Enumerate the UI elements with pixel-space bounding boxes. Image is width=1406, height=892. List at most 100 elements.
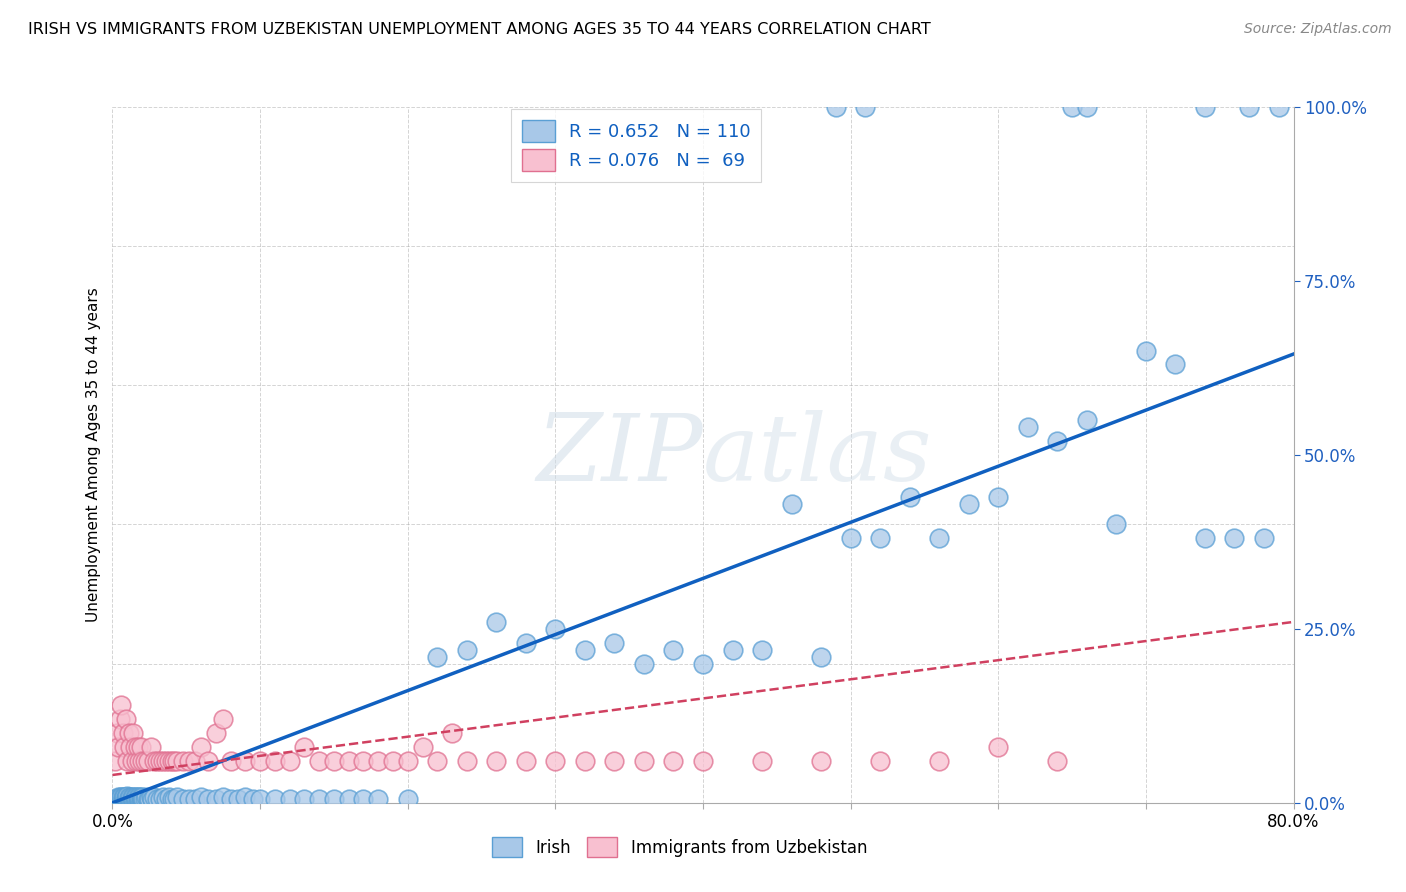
- Point: [219, 792, 242, 806]
- Legend: Irish, Immigrants from Uzbekistan: Irish, Immigrants from Uzbekistan: [485, 830, 873, 864]
- Point: [367, 792, 389, 806]
- Point: [824, 100, 846, 114]
- Point: [128, 790, 150, 805]
- Point: [132, 792, 155, 806]
- Point: [141, 792, 163, 806]
- Point: [131, 790, 153, 805]
- Point: [987, 490, 1010, 504]
- Point: [780, 497, 803, 511]
- Point: [131, 754, 153, 768]
- Point: [166, 790, 188, 805]
- Point: [292, 740, 315, 755]
- Point: [692, 754, 714, 768]
- Point: [134, 754, 156, 768]
- Point: [205, 792, 228, 806]
- Point: [352, 792, 374, 806]
- Point: [456, 642, 478, 657]
- Point: [751, 642, 773, 657]
- Point: [839, 532, 862, 546]
- Point: [135, 790, 157, 805]
- Point: [396, 754, 419, 768]
- Point: [117, 754, 138, 768]
- Point: [485, 615, 508, 629]
- Point: [129, 790, 152, 805]
- Point: [124, 790, 146, 805]
- Point: [382, 754, 405, 768]
- Point: [104, 754, 127, 768]
- Point: [157, 754, 180, 768]
- Point: [138, 792, 160, 806]
- Point: [396, 792, 419, 806]
- Point: [1194, 100, 1216, 114]
- Point: [120, 792, 142, 806]
- Point: [120, 790, 142, 805]
- Point: [114, 790, 136, 805]
- Point: [105, 792, 128, 806]
- Point: [117, 789, 138, 803]
- Point: [111, 790, 134, 805]
- Point: [367, 754, 389, 768]
- Point: [456, 754, 478, 768]
- Point: [810, 754, 832, 768]
- Point: [928, 754, 950, 768]
- Point: [121, 790, 143, 805]
- Point: [869, 754, 891, 768]
- Point: [121, 754, 143, 768]
- Point: [142, 754, 165, 768]
- Point: [1076, 413, 1098, 427]
- Point: [107, 740, 129, 755]
- Point: [411, 740, 433, 755]
- Point: [125, 790, 148, 805]
- Point: [352, 754, 374, 768]
- Point: [323, 754, 346, 768]
- Point: [633, 657, 655, 671]
- Point: [441, 726, 464, 740]
- Point: [112, 792, 135, 806]
- Point: [128, 754, 150, 768]
- Point: [574, 642, 596, 657]
- Point: [163, 754, 186, 768]
- Point: [118, 726, 141, 740]
- Text: IRISH VS IMMIGRANTS FROM UZBEKISTAN UNEMPLOYMENT AMONG AGES 35 TO 44 YEARS CORRE: IRISH VS IMMIGRANTS FROM UZBEKISTAN UNEM…: [28, 22, 931, 37]
- Point: [105, 726, 128, 740]
- Point: [139, 740, 162, 755]
- Point: [1194, 532, 1216, 546]
- Point: [515, 754, 537, 768]
- Point: [122, 790, 145, 805]
- Point: [146, 754, 169, 768]
- Point: [163, 792, 186, 806]
- Point: [662, 642, 685, 657]
- Point: [184, 754, 207, 768]
- Point: [1164, 358, 1187, 372]
- Point: [574, 754, 596, 768]
- Point: [127, 740, 149, 755]
- Point: [179, 754, 201, 768]
- Point: [114, 712, 136, 726]
- Point: [1105, 517, 1128, 532]
- Point: [928, 532, 950, 546]
- Point: [242, 792, 264, 806]
- Point: [323, 792, 346, 806]
- Y-axis label: Unemployment Among Ages 35 to 44 years: Unemployment Among Ages 35 to 44 years: [86, 287, 101, 623]
- Point: [485, 754, 508, 768]
- Point: [108, 790, 131, 805]
- Point: [127, 790, 149, 805]
- Point: [112, 740, 135, 755]
- Point: [107, 790, 129, 805]
- Point: [278, 792, 301, 806]
- Point: [129, 740, 152, 755]
- Point: [603, 754, 626, 768]
- Point: [633, 754, 655, 768]
- Point: [125, 792, 148, 806]
- Point: [1253, 532, 1275, 546]
- Point: [111, 726, 134, 740]
- Point: [308, 792, 330, 806]
- Point: [1268, 100, 1291, 114]
- Point: [139, 790, 162, 805]
- Point: [110, 790, 132, 805]
- Point: [1062, 100, 1084, 114]
- Point: [179, 792, 201, 806]
- Point: [104, 792, 127, 806]
- Point: [264, 792, 287, 806]
- Point: [292, 792, 315, 806]
